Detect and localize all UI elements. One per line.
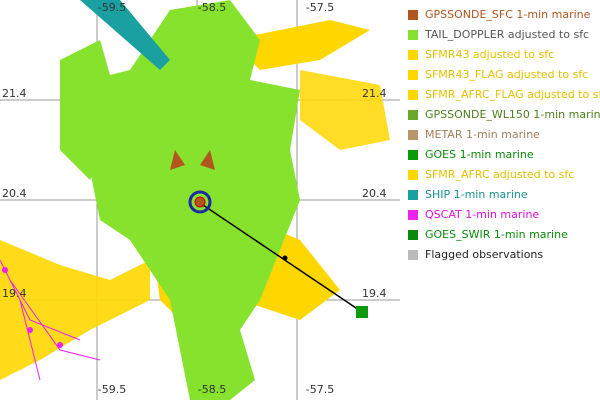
legend-label: GPSSONDE_WL150 1-min marine	[425, 108, 600, 121]
legend-label: SHIP 1-min marine	[425, 188, 528, 201]
legend-label: TAIL_DOPPLER adjusted to sfc	[424, 28, 589, 41]
lon-label: -57.5	[306, 1, 334, 14]
lat-label: 20.4	[2, 187, 27, 200]
legend-swatch	[408, 230, 418, 240]
doppler-field	[60, 40, 120, 180]
qscat-point	[2, 267, 8, 273]
legend-swatch	[408, 50, 418, 60]
lat-label: 19.4	[2, 287, 27, 300]
legend-label: QSCAT 1-min marine	[425, 208, 539, 221]
legend-label: GOES_SWIR 1-min marine	[425, 228, 568, 241]
lon-label: -57.5	[306, 383, 334, 396]
legend-swatch	[408, 70, 418, 80]
legend-label: SFMR43 adjusted to sfc	[425, 48, 554, 61]
goes-marker	[356, 306, 368, 318]
qscat-point	[27, 327, 33, 333]
track-point	[282, 255, 288, 261]
doppler-field	[70, 0, 300, 400]
storm-track	[199, 202, 363, 313]
grid-labels: -59.5 -58.5 -57.5 -59.5 -58.5 -57.5 21.4 20.4 19…	[2, 1, 387, 396]
lat-label: 21.4	[2, 87, 27, 100]
lon-label: -58.5	[198, 1, 226, 14]
lon-label: -58.5	[198, 383, 226, 396]
ship-track	[80, 0, 170, 70]
legend-label: SFMR_AFRC adjusted to sfc	[425, 168, 574, 181]
sfmr-swath	[0, 240, 150, 380]
legend-swatch	[408, 30, 418, 40]
legend-swatch	[408, 250, 418, 260]
lat-label: 20.4	[362, 187, 387, 200]
legend-background	[400, 0, 600, 270]
legend: GPSSONDE_SFC 1-min marine TAIL_DOPPLER ad…	[408, 8, 600, 261]
legend-swatch	[408, 150, 418, 160]
legend-swatch	[408, 90, 418, 100]
legend-label: SFMR_AFRC_FLAG adjusted to sfc	[425, 88, 600, 101]
legend-swatch	[408, 110, 418, 120]
lon-label: -59.5	[98, 383, 126, 396]
sonde-barb	[200, 150, 215, 170]
lat-label: 19.4	[362, 287, 387, 300]
lon-label: -59.5	[98, 1, 126, 14]
legend-swatch	[408, 10, 418, 20]
legend-swatch	[408, 210, 418, 220]
legend-label: SFMR43_FLAG adjusted to sfc	[425, 68, 588, 81]
storm-center-dot	[194, 196, 206, 208]
legend-label: METAR 1-min marine	[425, 128, 540, 141]
legend-label: Flagged observations	[425, 248, 543, 261]
legend-swatch	[408, 170, 418, 180]
legend-label: GOES 1-min marine	[425, 148, 534, 161]
sfmr-swath	[300, 70, 390, 150]
lat-label: 21.4	[362, 87, 387, 100]
observations	[0, 0, 390, 400]
storm-center	[188, 190, 212, 214]
legend-swatch	[408, 130, 418, 140]
qscat-barbs	[0, 259, 101, 381]
legend-swatch	[408, 190, 418, 200]
sfmr-swath	[230, 20, 370, 70]
sonde-barb	[170, 150, 185, 170]
qscat-point	[57, 342, 63, 348]
legend-label: GPSSONDE_SFC 1-min marine	[425, 8, 591, 21]
